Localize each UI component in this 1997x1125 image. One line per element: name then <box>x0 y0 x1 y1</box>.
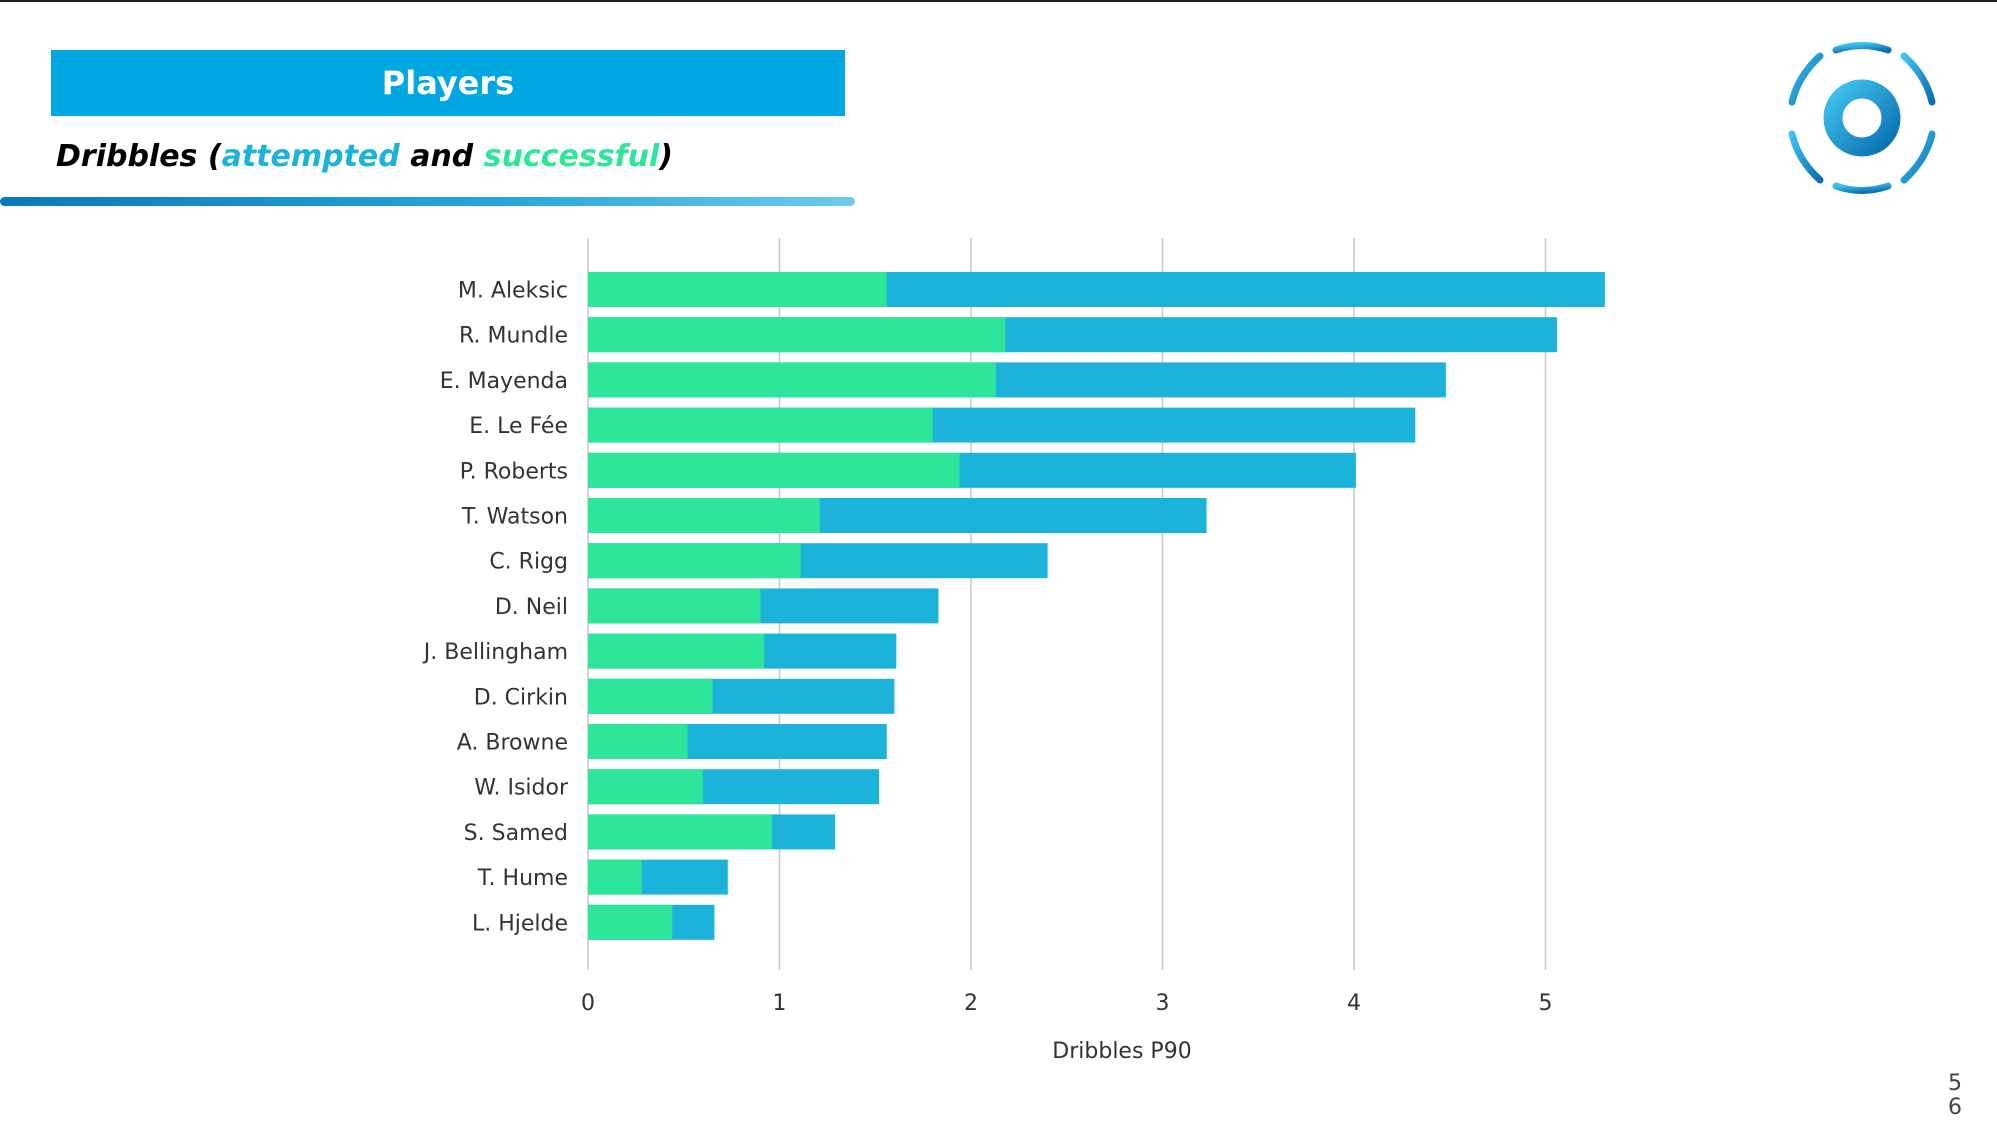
y-category-label: W. Isidor <box>474 776 569 801</box>
x-tick-label: 4 <box>1347 991 1361 1016</box>
bar-successful <box>588 769 703 805</box>
section-banner: Players <box>51 50 845 116</box>
x-tick-label: 0 <box>581 991 595 1016</box>
bar-successful <box>588 724 688 759</box>
chart-subtitle: Dribbles (attempted and successful) <box>56 139 673 174</box>
x-tick-label: 3 <box>1156 991 1170 1016</box>
bar-successful <box>588 588 761 624</box>
x-tick-label: 5 <box>1539 991 1553 1016</box>
page-number-line1: 5 <box>1948 1071 1962 1096</box>
section-title: Players <box>381 64 515 102</box>
bar-successful <box>588 859 642 895</box>
title-underline <box>0 197 855 206</box>
bar-successful <box>588 452 960 488</box>
y-category-label: T. Hume <box>477 866 568 891</box>
bar-successful <box>588 498 820 533</box>
subtitle-attempted: attempted <box>221 139 400 174</box>
bar-successful <box>588 362 996 398</box>
page-number-line2: 6 <box>1948 1095 1962 1120</box>
x-tick-label: 1 <box>773 991 787 1016</box>
y-category-label: R. Mundle <box>459 324 568 349</box>
x-axis-title: Dribbles P90 <box>1052 1039 1191 1064</box>
football-circle-logo-icon <box>1788 42 1936 194</box>
bar-successful <box>588 407 933 443</box>
y-category-label: M. Aleksic <box>458 279 568 304</box>
subtitle-lead: Dribbles ( <box>56 139 222 174</box>
bar-successful <box>588 814 772 850</box>
x-tick-label: 2 <box>964 991 978 1016</box>
bar-successful <box>588 633 765 669</box>
subtitle-tail: ) <box>659 139 673 174</box>
y-category-label: J. Bellingham <box>422 640 568 665</box>
subtitle-joiner: and <box>399 139 484 174</box>
page-number: 5 6 <box>1940 1072 1970 1120</box>
y-category-label: E. Mayenda <box>440 369 568 394</box>
bar-successful <box>588 272 887 307</box>
bar-successful <box>588 904 673 940</box>
subtitle-successful: successful <box>483 139 660 174</box>
y-category-label: T. Watson <box>461 505 568 530</box>
y-category-label: P. Roberts <box>460 459 568 484</box>
y-category-label: E. Le Fée <box>469 414 568 439</box>
bar-successful <box>588 678 713 714</box>
y-category-label: C. Rigg <box>489 550 568 575</box>
y-category-label: D. Neil <box>495 595 568 620</box>
y-category-label: L. Hjelde <box>472 911 568 936</box>
y-category-label: D. Cirkin <box>474 685 568 710</box>
bar-successful <box>588 543 801 579</box>
bar-successful <box>588 317 1006 353</box>
y-category-label: A. Browne <box>457 731 568 756</box>
y-category-label: S. Samed <box>464 821 568 846</box>
top-border <box>0 0 1997 2</box>
